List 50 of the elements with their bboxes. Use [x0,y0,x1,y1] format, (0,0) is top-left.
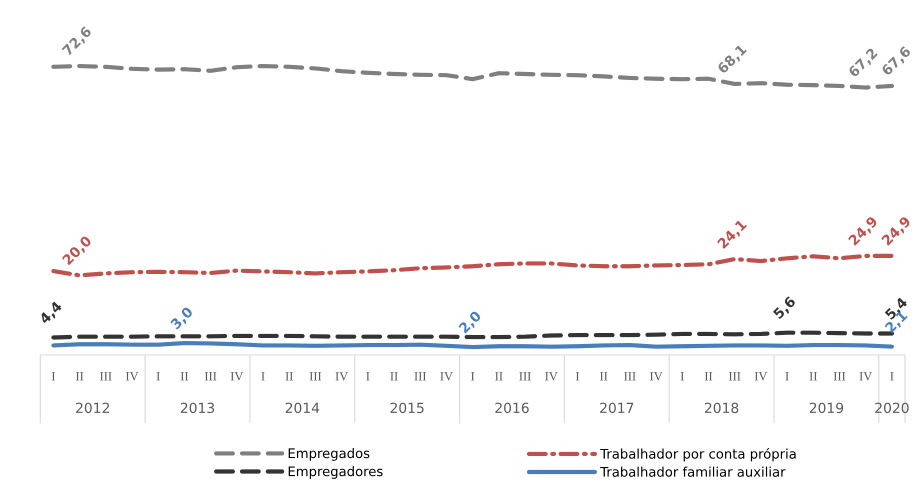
data-label: 3,0 [170,306,195,332]
data-label: 4,4 [38,300,64,326]
x-tick-label: II [495,372,503,380]
text: 2018 [704,402,738,414]
x-tick-label: III [204,372,216,380]
x-tick-label: II [704,372,712,380]
x-tick-label: II [76,372,84,380]
x-tick-label: IV [230,372,244,381]
legend-label: Trabalhador por conta própria [600,448,796,462]
x-tick-label: IV [126,372,138,381]
x-tick-label: II [390,372,398,380]
data-label: 5,6 [772,296,798,321]
x-tick-label: III [834,372,846,380]
x-tick-label: I [680,372,684,380]
x-tick-label: IV [754,372,768,381]
legend-label: Empregados [288,448,370,461]
x-tick-label: III [519,372,531,380]
x-tick-label: IV [860,372,872,381]
x-tick-label: I [52,372,56,380]
text: 2014 [286,402,320,414]
x-tick-label: I [261,372,265,380]
x-tick-label: II [600,372,608,380]
x-tick-label: IV [440,372,453,381]
x-tick-label: III [310,372,322,380]
x-tick-label: I [785,372,789,380]
x-tick-label: II [286,372,293,380]
x-tick-label: III [414,372,426,380]
x-tick-label: III [728,372,740,380]
text: 2016 [495,402,529,414]
text: 2017 [600,402,634,414]
text: 2015 [390,402,424,414]
x-tick-label: I [576,372,580,380]
x-tick-label: I [156,372,160,380]
x-tick-label: III [100,372,112,380]
x-tick-label: II [810,372,818,380]
text: 2020 [875,402,909,414]
x-tick-label: I [471,372,474,380]
x-tick-label: IV [650,372,663,381]
text: 2019 [810,402,844,414]
text: 2013 [180,402,214,414]
x-tick-label: III [624,372,636,380]
x-tick-label: I [890,372,894,380]
x-tick-label: IV [545,372,558,381]
legend-label: Trabalhador familiar auxiliar [600,466,786,477]
text: 2012 [76,402,109,414]
x-tick-label: II [180,372,188,380]
x-tick-label: I [366,372,370,380]
data-label: 2,0 [458,310,484,335]
legend-label: Empregadores [288,466,383,479]
x-tick-label: IV [335,372,348,381]
